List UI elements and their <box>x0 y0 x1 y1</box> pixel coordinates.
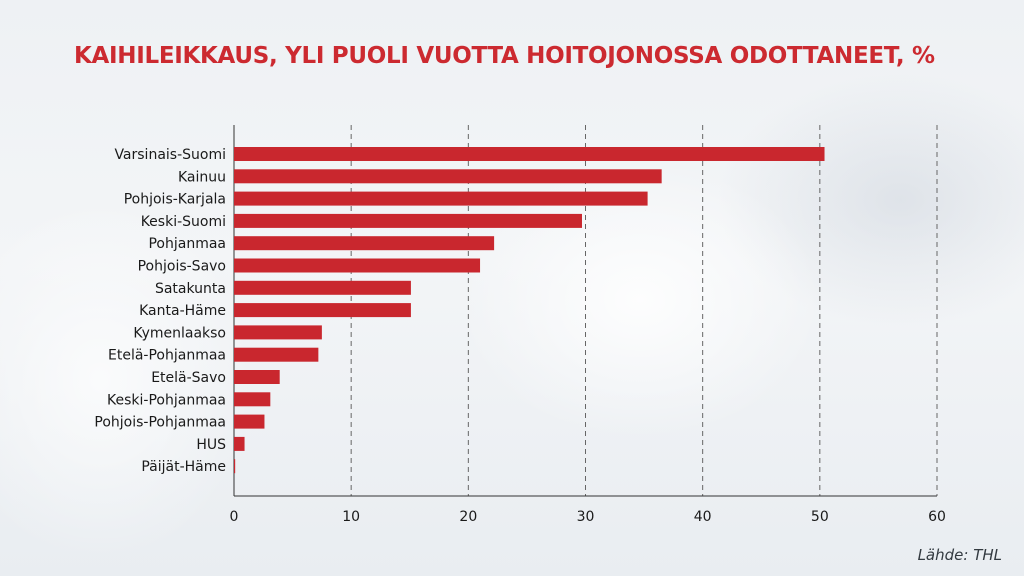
bar <box>234 169 662 184</box>
category-label: Pohjanmaa <box>148 236 226 252</box>
bar <box>234 280 411 295</box>
category-label: Pohjois-Pohjanmaa <box>94 415 226 431</box>
bar <box>234 459 236 474</box>
bar <box>234 325 322 340</box>
category-label: Kymenlaakso <box>133 325 226 341</box>
category-label: Kainuu <box>178 169 226 185</box>
bar <box>234 236 495 251</box>
category-label: Varsinais-Suomi <box>114 147 226 163</box>
x-tick-label: 20 <box>459 509 477 525</box>
bar <box>234 303 411 318</box>
category-label: Etelä-Savo <box>151 370 226 386</box>
chart-title: KAIHILEIKKAUS, YLI PUOLI VUOTTA HOITOJON… <box>74 43 935 69</box>
bar <box>234 414 265 429</box>
category-label: Päijät-Häme <box>141 459 226 475</box>
source-note: Lähde: THL <box>917 546 1002 564</box>
bar <box>234 191 648 206</box>
bar <box>234 258 481 273</box>
category-label: Keski-Suomi <box>141 214 226 230</box>
category-label: Keski-Pohjanmaa <box>107 392 226 408</box>
x-tick-label: 40 <box>694 509 712 525</box>
bar <box>234 213 582 228</box>
category-label: Satakunta <box>155 281 226 297</box>
x-tick-label: 10 <box>342 509 360 525</box>
category-label: Pohjois-Karjala <box>124 192 226 208</box>
bar <box>234 347 319 362</box>
category-label: HUS <box>196 437 226 453</box>
x-tick-label: 60 <box>928 509 946 525</box>
bar <box>234 147 825 161</box>
x-tick-label: 0 <box>230 509 239 525</box>
bar <box>234 436 245 451</box>
category-label: Etelä-Pohjanmaa <box>108 348 226 364</box>
x-tick-label: 30 <box>577 509 595 525</box>
bar <box>234 392 271 407</box>
bar <box>234 370 280 384</box>
x-tick-label: 50 <box>811 509 829 525</box>
category-label: Pohjois-Savo <box>138 259 226 275</box>
category-label: Kanta-Häme <box>139 303 226 319</box>
